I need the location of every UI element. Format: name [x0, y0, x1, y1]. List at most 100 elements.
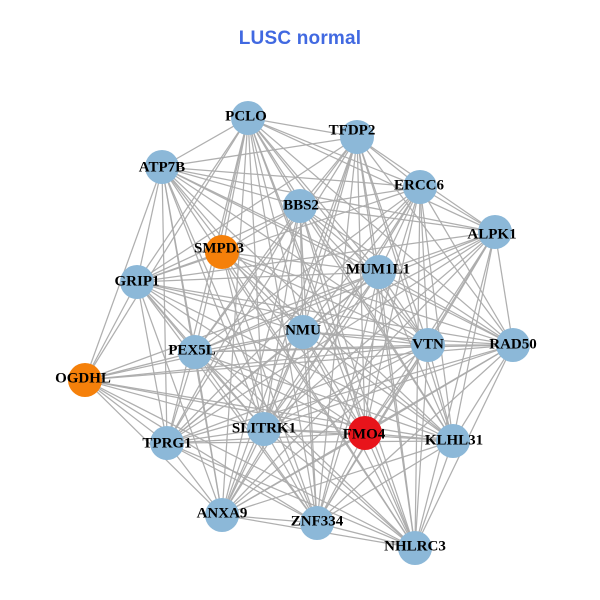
graph-node-fmo4[interactable]: [348, 416, 382, 450]
graph-edge: [161, 166, 421, 188]
graph-edge: [263, 344, 429, 430]
graph-edge: [136, 231, 496, 283]
graph-edge: [302, 331, 514, 346]
graph-edge: [84, 379, 265, 430]
graph-edge: [161, 166, 514, 346]
graph-edge: [299, 205, 366, 434]
graph-edge: [84, 379, 366, 434]
graph-edge: [302, 136, 358, 333]
graph-node-ercc6[interactable]: [403, 170, 437, 204]
graph-edge: [161, 166, 318, 524]
graph-edge: [161, 166, 301, 207]
graph-edge: [419, 186, 454, 442]
graph-edge: [378, 271, 416, 549]
graph-edge: [247, 117, 454, 442]
graph-edge: [166, 442, 318, 524]
graph-edge: [136, 281, 304, 333]
graph-edge: [166, 344, 429, 444]
graph-node-klhl31[interactable]: [436, 424, 470, 458]
graph-edge: [364, 432, 416, 549]
graph-node-grip1[interactable]: [120, 265, 154, 299]
graph-edge: [221, 251, 380, 273]
graph-node-ogdhl[interactable]: [68, 363, 102, 397]
graph-node-slitrk1[interactable]: [247, 412, 281, 446]
graph-node-rad50[interactable]: [496, 328, 530, 362]
graph-node-smpd3[interactable]: [205, 235, 239, 269]
graph-edge: [452, 344, 514, 442]
graph-node-pclo[interactable]: [231, 101, 265, 135]
graph-edge: [299, 205, 454, 442]
graph-edge: [136, 186, 421, 283]
graph-edge: [194, 117, 249, 353]
graph-edge: [302, 331, 429, 346]
graph-edge: [136, 117, 249, 283]
graph-edge: [247, 117, 514, 346]
graph-node-tprg1[interactable]: [150, 426, 184, 460]
graph-edge: [194, 205, 301, 353]
graph-edge: [136, 166, 163, 283]
graph-edge: [414, 231, 496, 549]
graph-node-bbs2[interactable]: [283, 189, 317, 223]
graph-node-alpk1[interactable]: [478, 215, 512, 249]
graph-edge: [136, 281, 454, 442]
graph-edge: [419, 186, 429, 346]
graph-node-mum1l1[interactable]: [362, 255, 396, 289]
graph-edge: [84, 379, 168, 444]
graph-edge: [161, 136, 358, 168]
graph-edge: [221, 440, 454, 516]
graph-edge: [84, 351, 196, 381]
graph-edge: [316, 440, 454, 524]
graph-edge: [263, 271, 380, 430]
graph-node-anxa9[interactable]: [205, 498, 239, 532]
graph-edge: [136, 281, 416, 549]
graph-edge: [161, 166, 454, 442]
graph-edge: [194, 136, 358, 353]
graph-edge: [452, 231, 496, 442]
graph-edge: [194, 351, 416, 549]
page-title: LUSC normal: [238, 28, 362, 49]
graph-edge: [194, 351, 454, 442]
graph-edge: [166, 136, 358, 444]
graph-edge: [263, 136, 358, 430]
graph-edge: [221, 432, 366, 516]
graph-edge: [364, 271, 380, 434]
graph-edge: [84, 344, 429, 381]
graph-edge: [221, 344, 429, 516]
graph-edge: [194, 344, 514, 353]
graph-edge: [356, 136, 429, 346]
graph-edge: [221, 251, 454, 442]
graph-edge: [247, 117, 496, 233]
graph-node-nmu[interactable]: [286, 315, 320, 349]
graph-edge: [221, 205, 301, 516]
graph-edge: [84, 271, 380, 381]
graph-edge: [161, 166, 366, 434]
graph-edge: [263, 344, 514, 430]
graph-edge: [302, 186, 421, 333]
graph-edge: [136, 271, 380, 283]
graph-edge: [299, 186, 421, 207]
graph-edge: [194, 186, 421, 353]
graph-edge: [299, 205, 380, 273]
graph-edge: [302, 331, 318, 524]
graph-edge: [414, 344, 429, 549]
graph-node-atp7b[interactable]: [145, 150, 179, 184]
graph-edge: [166, 442, 416, 549]
graph-edge: [494, 231, 514, 346]
graph-edge: [161, 166, 496, 233]
graph-edge: [221, 231, 496, 516]
graph-node-pex5l[interactable]: [178, 335, 212, 369]
graph-edge: [364, 344, 429, 434]
graph-node-tfdp2[interactable]: [340, 120, 374, 154]
graph-edge: [378, 271, 514, 346]
graph-node-nhlrc3[interactable]: [398, 531, 432, 565]
graph-edge: [84, 379, 416, 549]
graph-edge: [263, 231, 496, 430]
graph-edge: [221, 251, 265, 430]
graph-node-znf334[interactable]: [300, 506, 334, 540]
graph-edge: [136, 281, 429, 346]
graph-edge: [161, 166, 416, 549]
graph-edge: [316, 344, 514, 524]
graph-edge: [161, 166, 168, 444]
graph-node-vtn[interactable]: [411, 328, 445, 362]
